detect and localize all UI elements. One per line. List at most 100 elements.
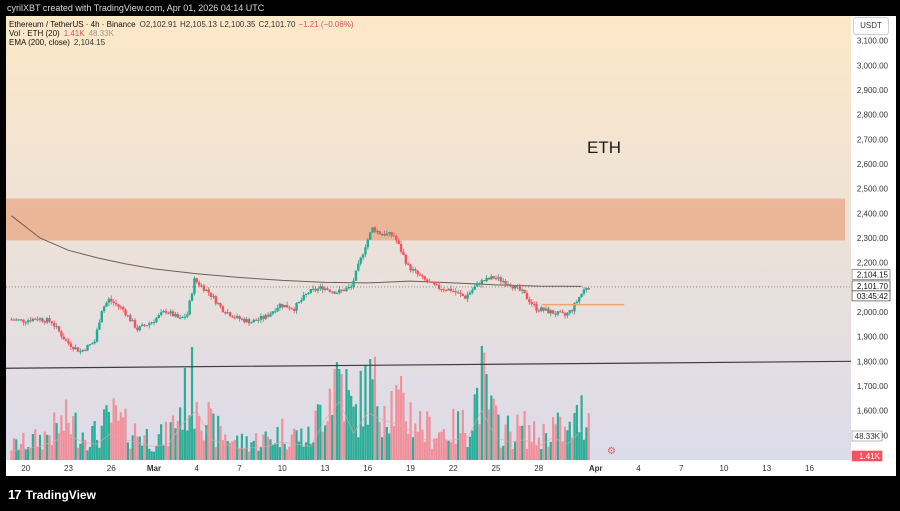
candle-body[interactable] xyxy=(143,324,146,326)
candle-body[interactable] xyxy=(148,323,151,326)
candle-body[interactable] xyxy=(60,331,63,337)
candle-body[interactable] xyxy=(433,281,436,285)
candle-body[interactable] xyxy=(266,314,270,317)
candle-body[interactable] xyxy=(228,312,232,317)
candle-body[interactable] xyxy=(257,319,260,321)
candle-body[interactable] xyxy=(321,286,324,290)
candle-body[interactable] xyxy=(516,285,519,287)
candle-body[interactable] xyxy=(273,311,277,313)
candle-body[interactable] xyxy=(62,336,65,340)
candle-body[interactable] xyxy=(91,343,94,345)
candle-body[interactable] xyxy=(114,302,118,305)
candle-body[interactable] xyxy=(504,281,507,285)
candle-body[interactable] xyxy=(162,310,165,313)
candle-body[interactable] xyxy=(29,320,32,322)
candle-body[interactable] xyxy=(368,232,372,240)
candle-body[interactable] xyxy=(119,306,122,308)
candle-body[interactable] xyxy=(483,280,486,282)
candle-body[interactable] xyxy=(371,227,374,233)
candle-body[interactable] xyxy=(542,307,545,311)
candle-body[interactable] xyxy=(140,324,144,327)
candle-body[interactable] xyxy=(295,303,298,311)
candle-body[interactable] xyxy=(509,284,512,287)
candle-body[interactable] xyxy=(494,278,498,280)
candle-body[interactable] xyxy=(240,318,244,320)
candle-body[interactable] xyxy=(262,316,265,319)
candle-body[interactable] xyxy=(385,233,389,236)
candle-body[interactable] xyxy=(12,319,16,321)
candle-body[interactable] xyxy=(231,316,234,318)
candle-body[interactable] xyxy=(461,293,465,296)
candle-body[interactable] xyxy=(388,232,391,234)
candle-body[interactable] xyxy=(340,289,343,291)
candle-body[interactable] xyxy=(378,231,381,235)
candle-body[interactable] xyxy=(93,341,96,344)
candle-body[interactable] xyxy=(440,288,443,290)
candle-body[interactable] xyxy=(499,277,503,282)
candle-body[interactable] xyxy=(221,306,225,313)
candle-body[interactable] xyxy=(373,227,377,232)
candle-body[interactable] xyxy=(506,284,510,286)
candle-body[interactable] xyxy=(22,319,25,323)
candle-body[interactable] xyxy=(276,308,279,312)
candle-body[interactable] xyxy=(297,301,301,304)
symbol-title[interactable]: Ethereum / TetherUS · 4h · Binance xyxy=(9,20,136,29)
candle-body[interactable] xyxy=(359,257,362,264)
candle-body[interactable] xyxy=(69,343,73,347)
candle-body[interactable] xyxy=(418,274,422,276)
candle-body[interactable] xyxy=(292,309,296,311)
candle-body[interactable] xyxy=(426,279,429,282)
candle-body[interactable] xyxy=(575,301,579,304)
candle-body[interactable] xyxy=(243,318,246,323)
candle-body[interactable] xyxy=(288,307,291,309)
candle-body[interactable] xyxy=(271,311,275,314)
candle-body[interactable] xyxy=(259,316,263,320)
candle-body[interactable] xyxy=(157,315,160,318)
candle-body[interactable] xyxy=(456,292,460,294)
candle-body[interactable] xyxy=(376,231,379,233)
candle-body[interactable] xyxy=(67,341,70,344)
candle-body[interactable] xyxy=(414,269,417,271)
candle-body[interactable] xyxy=(580,293,583,298)
candle-body[interactable] xyxy=(245,319,248,323)
candle-body[interactable] xyxy=(333,291,336,294)
candle-body[interactable] xyxy=(152,322,156,324)
candle-body[interactable] xyxy=(335,293,339,295)
candle-body[interactable] xyxy=(150,322,153,324)
candle-body[interactable] xyxy=(532,303,536,305)
candle-body[interactable] xyxy=(561,311,564,313)
candle-body[interactable] xyxy=(264,314,267,319)
candle-body[interactable] xyxy=(174,314,177,317)
candle-body[interactable] xyxy=(554,313,557,315)
candle-body[interactable] xyxy=(167,312,170,314)
candle-body[interactable] xyxy=(492,276,495,279)
candle-body[interactable] xyxy=(323,288,327,290)
candle-body[interactable] xyxy=(366,239,370,248)
candle-body[interactable] xyxy=(138,326,141,331)
candle-body[interactable] xyxy=(521,289,524,291)
ema-indicator-label[interactable]: EMA (200, close) xyxy=(9,38,70,47)
candle-body[interactable] xyxy=(79,351,82,353)
candle-body[interactable] xyxy=(219,303,222,307)
candle-body[interactable] xyxy=(197,282,201,286)
candle-body[interactable] xyxy=(34,318,37,320)
candle-body[interactable] xyxy=(585,288,588,290)
candle-body[interactable] xyxy=(578,297,581,302)
candle-body[interactable] xyxy=(568,310,571,313)
candle-body[interactable] xyxy=(226,312,229,314)
candle-body[interactable] xyxy=(121,307,125,310)
candle-body[interactable] xyxy=(181,317,184,319)
candle-body[interactable] xyxy=(15,319,18,321)
candle-body[interactable] xyxy=(544,308,548,311)
candle-body[interactable] xyxy=(330,291,334,293)
candle-body[interactable] xyxy=(411,269,415,271)
candle-body[interactable] xyxy=(48,318,51,322)
candle-body[interactable] xyxy=(459,292,462,294)
candle-body[interactable] xyxy=(390,232,393,236)
candle-body[interactable] xyxy=(190,293,194,301)
candle-body[interactable] xyxy=(357,263,360,271)
candle-body[interactable] xyxy=(207,289,210,293)
candle-body[interactable] xyxy=(76,347,80,352)
candle-body[interactable] xyxy=(328,289,332,292)
candle-body[interactable] xyxy=(290,308,294,310)
